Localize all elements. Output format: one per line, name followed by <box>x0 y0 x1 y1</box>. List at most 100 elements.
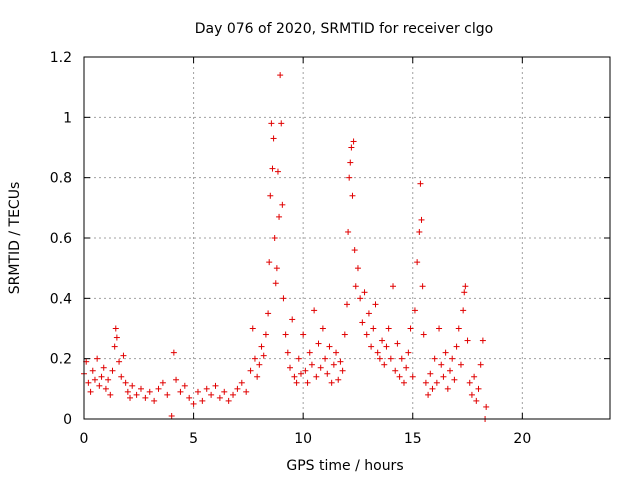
data-point <box>151 397 158 404</box>
data-point <box>164 391 171 398</box>
data-point <box>256 361 263 368</box>
data-point <box>347 159 354 166</box>
data-point <box>433 379 440 386</box>
data-point <box>479 337 486 344</box>
data-point <box>368 343 375 350</box>
data-point <box>109 367 116 374</box>
y-tick-labels: 0 0.2 0.4 0.6 0.8 1 1.2 <box>50 50 72 428</box>
data-point <box>300 331 307 338</box>
data-point <box>112 325 119 332</box>
data-point <box>272 280 279 287</box>
data-point <box>100 364 107 371</box>
data-point <box>107 391 114 398</box>
data-point <box>258 343 265 350</box>
data-point <box>418 216 425 223</box>
data-point <box>208 391 215 398</box>
data-point <box>265 310 272 317</box>
data-point <box>349 192 356 199</box>
data-point <box>326 343 333 350</box>
data-point <box>425 391 432 398</box>
data-point <box>361 289 368 296</box>
data-point <box>333 349 340 356</box>
data-point <box>317 364 324 371</box>
data-point <box>85 379 92 386</box>
data-point <box>277 72 284 79</box>
data-point <box>420 331 427 338</box>
data-point <box>267 192 274 199</box>
data-point <box>262 331 269 338</box>
x-tick-label: 20 <box>513 431 531 447</box>
data-point <box>322 355 329 362</box>
data-point <box>221 388 228 395</box>
data-point <box>337 358 344 365</box>
data-point <box>352 283 359 290</box>
data-point <box>409 373 416 380</box>
data-point <box>96 382 103 389</box>
data-point <box>464 337 471 344</box>
data-point <box>328 379 335 386</box>
data-point <box>376 355 383 362</box>
data-point <box>190 400 197 407</box>
data-point <box>419 283 426 290</box>
data-point <box>120 352 127 359</box>
data-point <box>137 385 144 392</box>
data-point <box>466 379 473 386</box>
data-point <box>462 283 469 290</box>
data-point <box>394 340 401 347</box>
data-point <box>455 325 462 332</box>
data-point <box>471 373 478 380</box>
data-point <box>447 367 454 374</box>
data-point <box>429 385 436 392</box>
data-point <box>98 373 105 380</box>
data-point <box>170 349 177 356</box>
data-point <box>260 352 267 359</box>
y-tick-label: 0.2 <box>50 352 72 368</box>
data-point <box>475 385 482 392</box>
data-point <box>387 355 394 362</box>
data-point <box>405 349 412 356</box>
data-point <box>341 331 348 338</box>
data-point <box>273 265 280 272</box>
y-tick-label: 1.2 <box>50 50 72 66</box>
data-point <box>113 334 120 341</box>
data-point <box>473 397 480 404</box>
data-point <box>295 355 302 362</box>
data-point <box>159 379 166 386</box>
data-point <box>442 349 449 356</box>
data-point <box>311 307 318 314</box>
data-point <box>396 373 403 380</box>
data-point <box>330 361 337 368</box>
data-point <box>444 385 451 392</box>
data-point <box>451 376 458 383</box>
data-point <box>354 265 361 272</box>
data-point <box>363 331 370 338</box>
data-point <box>111 343 118 350</box>
x-tick-label: 10 <box>294 431 312 447</box>
data-point <box>315 340 322 347</box>
data-point <box>416 228 423 235</box>
x-axis-label: GPS time / hours <box>286 458 403 474</box>
data-point <box>350 138 357 145</box>
data-point <box>427 370 434 377</box>
data-point <box>269 165 276 172</box>
data-point <box>225 397 232 404</box>
data-point <box>313 373 320 380</box>
y-tick-label: 0.6 <box>50 231 72 247</box>
data-point <box>122 379 129 386</box>
y-tick-label: 1 <box>63 110 72 126</box>
data-point <box>199 397 206 404</box>
data-point <box>440 373 447 380</box>
x-tick-labels: 0 5 10 15 20 <box>80 431 532 447</box>
data-point <box>392 367 399 374</box>
data-point <box>407 325 414 332</box>
x-tick-label: 0 <box>80 431 89 447</box>
data-point <box>468 391 475 398</box>
data-point <box>254 373 261 380</box>
data-point <box>177 388 184 395</box>
data-point <box>124 388 131 395</box>
data-point <box>291 373 298 380</box>
x-tick-label: 5 <box>189 431 198 447</box>
data-point <box>216 394 223 401</box>
data-point <box>234 385 241 392</box>
